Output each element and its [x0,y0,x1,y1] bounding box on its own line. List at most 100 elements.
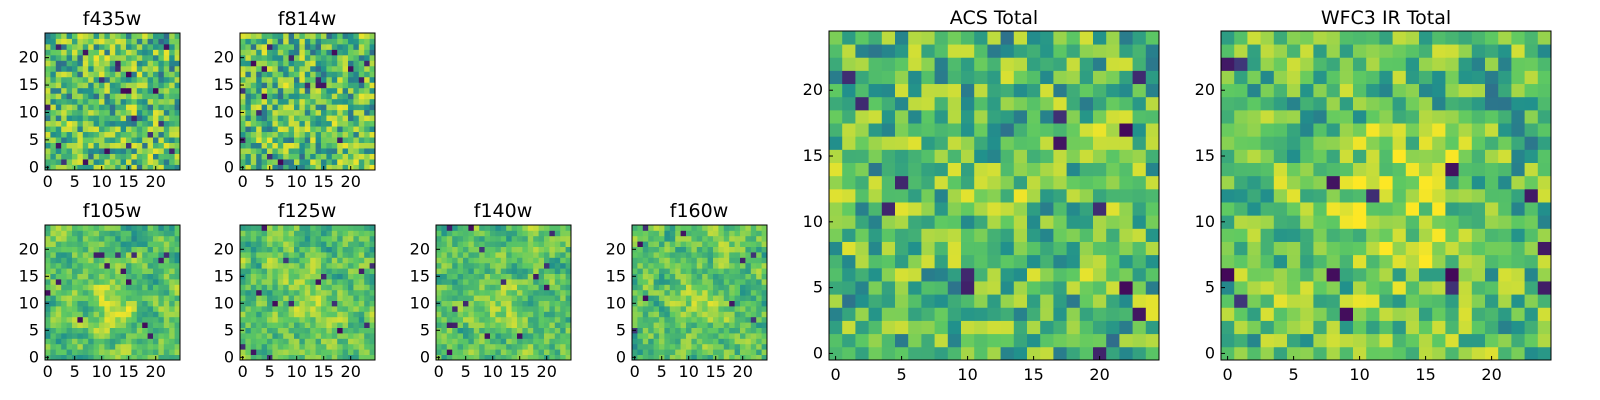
heatmap-cell [485,225,491,231]
heatmap-cell [251,349,257,355]
heatmap-cell [262,55,268,61]
heatmap-cell [895,268,909,282]
heatmap-cell [549,349,555,355]
heatmap-cell [126,295,132,301]
heatmap-cell [110,126,116,132]
heatmap-cell [718,230,724,236]
heatmap-cell [528,295,534,301]
heatmap-cell [332,33,338,39]
heatmap-cell [240,225,246,231]
heatmap-cell [670,263,676,269]
heatmap-cell [77,104,83,110]
heatmap-cell [1538,255,1552,269]
heatmap-cell [158,247,164,253]
heatmap-cell [326,44,332,50]
heatmap-cell [1366,228,1380,242]
x-tick-label: 10 [287,172,307,191]
heatmap-cell [495,338,501,344]
heatmap-cell [539,311,545,317]
heatmap-cell [1274,307,1288,321]
heatmap-cell [1353,163,1367,177]
heatmap-cell [45,230,51,236]
heatmap-cell [1353,189,1367,203]
heatmap-cell [686,247,692,253]
heatmap-cell [99,93,105,99]
heatmap-cell [869,255,883,269]
heatmap-cell [148,126,154,132]
heatmap-cell [326,349,332,355]
heatmap-cell [67,344,73,350]
heatmap-cell [67,44,73,50]
heatmap-cell [882,136,896,150]
heatmap-cell [348,284,354,290]
heatmap-cell [474,311,480,317]
heatmap-cell [359,252,365,258]
heatmap-cell [708,311,714,317]
heatmap-cell [544,311,550,317]
heatmap-cell [702,257,708,263]
heatmap-cell [88,33,94,39]
heatmap-cell [708,252,714,258]
heatmap-cell [745,274,751,280]
heatmap-cell [686,328,692,334]
heatmap-cell [1419,321,1433,335]
heatmap-cell [343,38,349,44]
heatmap-cell [1366,202,1380,216]
heatmap-cell [267,93,273,99]
heatmap-cell [961,31,975,45]
heatmap-cell [517,257,523,263]
heatmap-cell [474,274,480,280]
heatmap-cell [987,189,1001,203]
y-tick-label: 0 [420,347,430,366]
heatmap-cell [45,344,51,350]
heatmap-cell [441,328,447,334]
heatmap-cell [1106,255,1120,269]
heatmap-cell [359,247,365,253]
heatmap-cell [343,236,349,242]
heatmap-cell [99,236,105,242]
heatmap-cell [829,307,843,321]
heatmap-cell [67,88,73,94]
heatmap-cell [364,311,370,317]
heatmap-cell [506,236,512,242]
heatmap-cell [735,247,741,253]
heatmap-cell [468,295,474,301]
heatmap-cell [479,241,485,247]
heatmap-cell [555,311,561,317]
heatmap-cell [522,301,528,307]
heatmap-cell [99,132,105,138]
heatmap-cell [158,77,164,83]
heatmap-cell [50,317,56,323]
heatmap-cell [310,104,316,110]
heatmap-cell [549,279,555,285]
heatmap-cell [94,311,100,317]
heatmap-cell [121,99,127,105]
heatmap-cell [343,257,349,263]
heatmap-cell [88,274,94,280]
heatmap-cell [289,247,295,253]
heatmap-cell [517,241,523,247]
heatmap-cell [61,88,67,94]
heatmap-cell [528,241,534,247]
heatmap-cell [50,306,56,312]
heatmap-cell [675,328,681,334]
heatmap-cell [745,230,751,236]
heatmap-cell [321,132,327,138]
heatmap-cell [751,268,757,274]
heatmap-cell [485,317,491,323]
heatmap-cell [512,317,518,323]
heatmap-cell [740,279,746,285]
heatmap-cell [278,257,284,263]
heatmap-cell [921,334,935,348]
heatmap-cell [348,60,354,66]
heatmap-cell [961,136,975,150]
heatmap-cell [675,338,681,344]
heatmap-cell [670,241,676,247]
heatmap-cell [310,132,316,138]
heatmap-cell [474,295,480,301]
heatmap-cell [1014,176,1028,190]
heatmap-cell [337,38,343,44]
heatmap-cell [729,290,735,296]
heatmap-cell [359,328,365,334]
heatmap-cell [299,110,305,116]
